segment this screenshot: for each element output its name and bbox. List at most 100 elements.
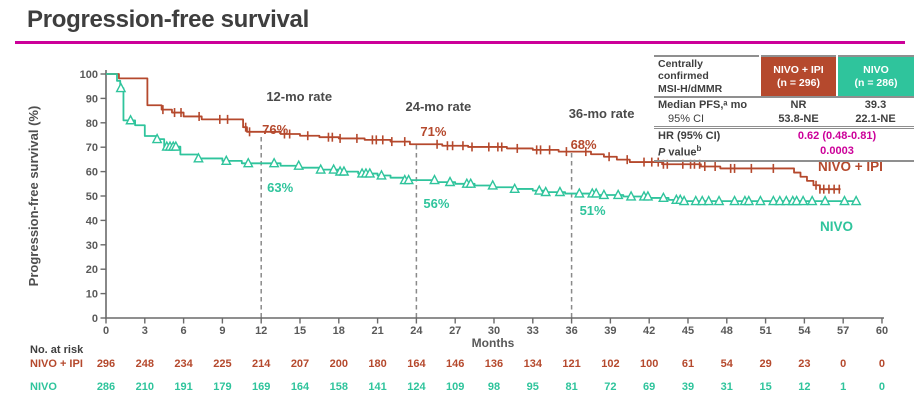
risk-count: 12: [798, 381, 810, 393]
censor-triangle: [268, 157, 280, 168]
censor-triangle: [780, 195, 792, 206]
y-tick-label: 90: [86, 93, 98, 105]
x-tick-label: 3: [142, 325, 148, 337]
hazard-ratio-label: HR (95% CI): [654, 126, 760, 144]
x-tick-label: 48: [721, 325, 733, 337]
risk-count: 164: [407, 358, 426, 370]
median-pfs-nivo-ipi: NR: [790, 99, 807, 112]
ci-label: 95% CI: [668, 113, 705, 126]
risk-count: 98: [488, 381, 500, 393]
rate-nivo-ipi-24: 71%: [420, 124, 446, 139]
page-title: Progression-free survival: [27, 6, 309, 33]
ci-nivo: 22.1-NE: [855, 113, 896, 126]
stats-table: Centrally confirmed MSI-H/dMMR NIVO + IP…: [654, 55, 914, 162]
x-tick-label: 57: [837, 325, 849, 337]
risk-count: 81: [565, 381, 577, 393]
risk-row-nivo-ipi: NIVO + IPI 296 248 234 225 214 207 200 180 164 146…: [30, 358, 885, 370]
y-tick-label: 0: [92, 313, 98, 325]
risk-count: 200: [330, 358, 348, 370]
x-tick-label: 60: [876, 325, 888, 337]
censor-triangle: [839, 195, 850, 206]
risk-row-label: NIVO: [30, 381, 57, 393]
censor-marks-nivo-ipi: [162, 105, 841, 194]
y-tick-label: 70: [86, 142, 98, 154]
censor-marks-nivo: [115, 82, 862, 206]
x-tick-label: 33: [527, 325, 539, 337]
x-tick-label: 51: [759, 325, 771, 337]
censor-triangle: [713, 195, 725, 206]
x-tick-label: 24: [410, 325, 423, 337]
censor-triangle: [791, 195, 802, 206]
risk-count: 234: [174, 358, 193, 370]
x-tick-label: 54: [798, 325, 811, 337]
rate-nivo-24: 56%: [423, 196, 449, 211]
risk-table-title: No. at risk: [30, 344, 84, 356]
censor-triangle: [642, 190, 654, 201]
curve-label-nivo-ipi: NIVO + IPI: [818, 159, 883, 174]
censor-triangle: [678, 195, 690, 206]
risk-count: 0: [840, 358, 846, 370]
median-pfs-row: Median PFS,ᵃ mo NR 39.3: [654, 97, 914, 112]
censor-triangle: [429, 174, 440, 185]
y-tick-label: 60: [86, 167, 98, 179]
x-tick-label: 27: [449, 325, 461, 337]
risk-count: 69: [643, 381, 655, 393]
x-tick-label: 42: [643, 325, 655, 337]
risk-count: 248: [136, 358, 154, 370]
censor-triangle: [767, 195, 779, 206]
risk-count: 100: [640, 358, 658, 370]
x-tick-label: 12: [255, 325, 267, 337]
milestone-title-24: 24-mo rate: [406, 99, 472, 114]
hazard-ratio-row: HR (95% CI) 0.62 (0.48-0.81): [654, 126, 914, 144]
censor-triangle: [193, 152, 204, 163]
median-pfs-label: Median PFS,ᵃ mo: [658, 99, 748, 112]
risk-count: 29: [759, 358, 771, 370]
risk-count: 95: [527, 381, 539, 393]
risk-row-label: NIVO + IPI: [30, 358, 83, 370]
censor-triangle: [487, 179, 499, 190]
censor-triangle: [364, 167, 376, 178]
stats-population-header: Centrally confirmed MSI-H/dMMR: [654, 56, 760, 99]
arm-header-nivo-ipi: NIVO + IPI (n = 296): [759, 56, 837, 99]
population-line1: Centrally confirmed: [658, 58, 709, 83]
x-axis-title: Months: [472, 336, 515, 350]
censor-triangle: [338, 165, 350, 176]
censor-triangle: [403, 174, 414, 185]
rate-nivo-ipi-12: 76%: [262, 122, 288, 137]
x-tick-label: 9: [219, 325, 225, 337]
rate-nivo-36: 51%: [580, 203, 606, 218]
ci-nivo-ipi: 53.8-NE: [778, 113, 819, 126]
risk-count: 210: [136, 381, 154, 393]
risk-count: 134: [524, 358, 543, 370]
risk-count: 39: [682, 381, 694, 393]
risk-count: 23: [798, 358, 810, 370]
median-pfs-nivo: 39.3: [864, 99, 887, 112]
censor-triangle: [115, 82, 127, 93]
risk-count: 179: [213, 381, 231, 393]
risk-count: 31: [721, 381, 733, 393]
x-tick-label: 45: [682, 325, 694, 337]
y-tick-label: 100: [80, 69, 98, 81]
ci-row: 95% CI 53.8-NE 22.1-NE: [654, 112, 914, 128]
censor-triangle: [612, 188, 624, 200]
arm-nivo-name: NIVO: [863, 64, 889, 77]
y-tick-label: 50: [86, 191, 98, 203]
censor-triangle: [444, 175, 456, 187]
y-tick-label: 20: [86, 264, 98, 276]
p-value: 0.0003: [820, 145, 854, 158]
risk-count: 158: [330, 381, 348, 393]
censor-triangle: [598, 188, 610, 200]
p-value-label: P valueb: [654, 143, 760, 161]
censor-triangle: [533, 184, 545, 195]
x-tick-label: 15: [294, 325, 306, 337]
censor-triangle: [819, 195, 831, 206]
censor-triangle: [806, 195, 818, 206]
p-value-row: P valueb 0.0003: [654, 143, 914, 161]
censor-triangle: [690, 195, 702, 206]
milestone-title-12: 12-mo rate: [266, 89, 332, 104]
risk-count: 141: [368, 381, 386, 393]
censor-triangle: [125, 114, 136, 125]
risk-count: 180: [368, 358, 386, 370]
risk-count: 214: [252, 358, 271, 370]
arm-header-nivo: NIVO (n = 286): [836, 56, 914, 99]
